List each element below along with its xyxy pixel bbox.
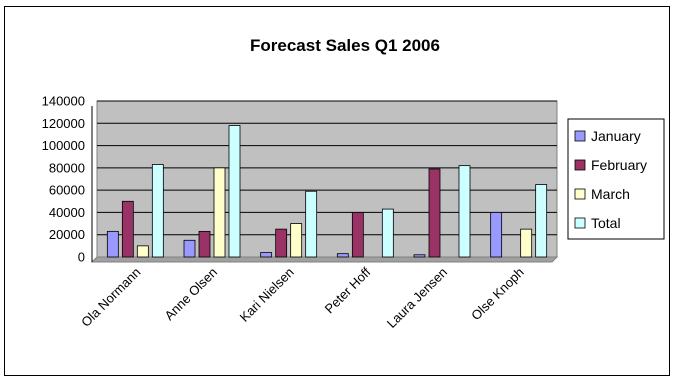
bar: [136, 245, 149, 258]
bar: [413, 254, 426, 258]
y-tick-label: 120000: [42, 116, 85, 131]
legend-swatch: [574, 130, 586, 142]
bar: [213, 167, 226, 258]
y-tick-label: 60000: [49, 183, 85, 198]
y-tick-label: 80000: [49, 160, 85, 175]
x-tick-label: Laura Jensen: [384, 265, 450, 331]
x-tick-label: Ola Normann: [78, 265, 143, 330]
bar: [260, 252, 273, 258]
bar: [381, 208, 394, 258]
y-tick-label: 140000: [42, 94, 85, 109]
plot-background: [96, 100, 558, 258]
plot-floor: [90, 256, 559, 263]
legend-label: February: [591, 157, 647, 173]
bar: [106, 230, 119, 258]
y-tick-label: 40000: [49, 205, 85, 220]
bar: [228, 125, 241, 258]
legend-label: January: [591, 128, 641, 144]
legend-label: March: [591, 186, 630, 202]
legend-swatch: [574, 159, 586, 171]
bar: [183, 239, 196, 258]
bar: [275, 228, 288, 258]
bar: [520, 228, 533, 258]
bar: [535, 184, 548, 258]
x-tick-label: Olse Knoph: [468, 265, 527, 324]
bar: [351, 212, 364, 258]
plot-area: 140000120000100000800006000040000200000O…: [42, 94, 559, 331]
bar: [305, 190, 318, 258]
chart: Forecast Sales Q1 2006 140000 120000 10000…: [42, 36, 665, 331]
legend-swatch: [574, 217, 586, 229]
x-tick-label: Peter Hoff: [322, 264, 374, 316]
bar: [428, 168, 441, 258]
chart-frame: Forecast Sales Q1 2006 140000 120000 10000…: [4, 6, 670, 376]
legend-label: Total: [591, 215, 621, 231]
bar: [458, 165, 471, 258]
bar: [490, 212, 503, 258]
legend-swatch: [574, 188, 586, 200]
legend: January February March Total: [567, 118, 665, 240]
bar: [151, 164, 164, 258]
chart-title: Forecast Sales Q1 2006: [250, 36, 440, 55]
y-tick-label: 100000: [42, 138, 85, 153]
bar: [198, 230, 211, 258]
y-tick-label: 0: [78, 250, 85, 265]
x-tick-label: Anne Olsen: [161, 265, 220, 324]
bar: [290, 223, 303, 258]
x-tick-label: Kari Nielsen: [237, 265, 297, 325]
bar: [121, 200, 134, 258]
y-tick-label: 20000: [49, 227, 85, 242]
bar: [336, 253, 349, 258]
